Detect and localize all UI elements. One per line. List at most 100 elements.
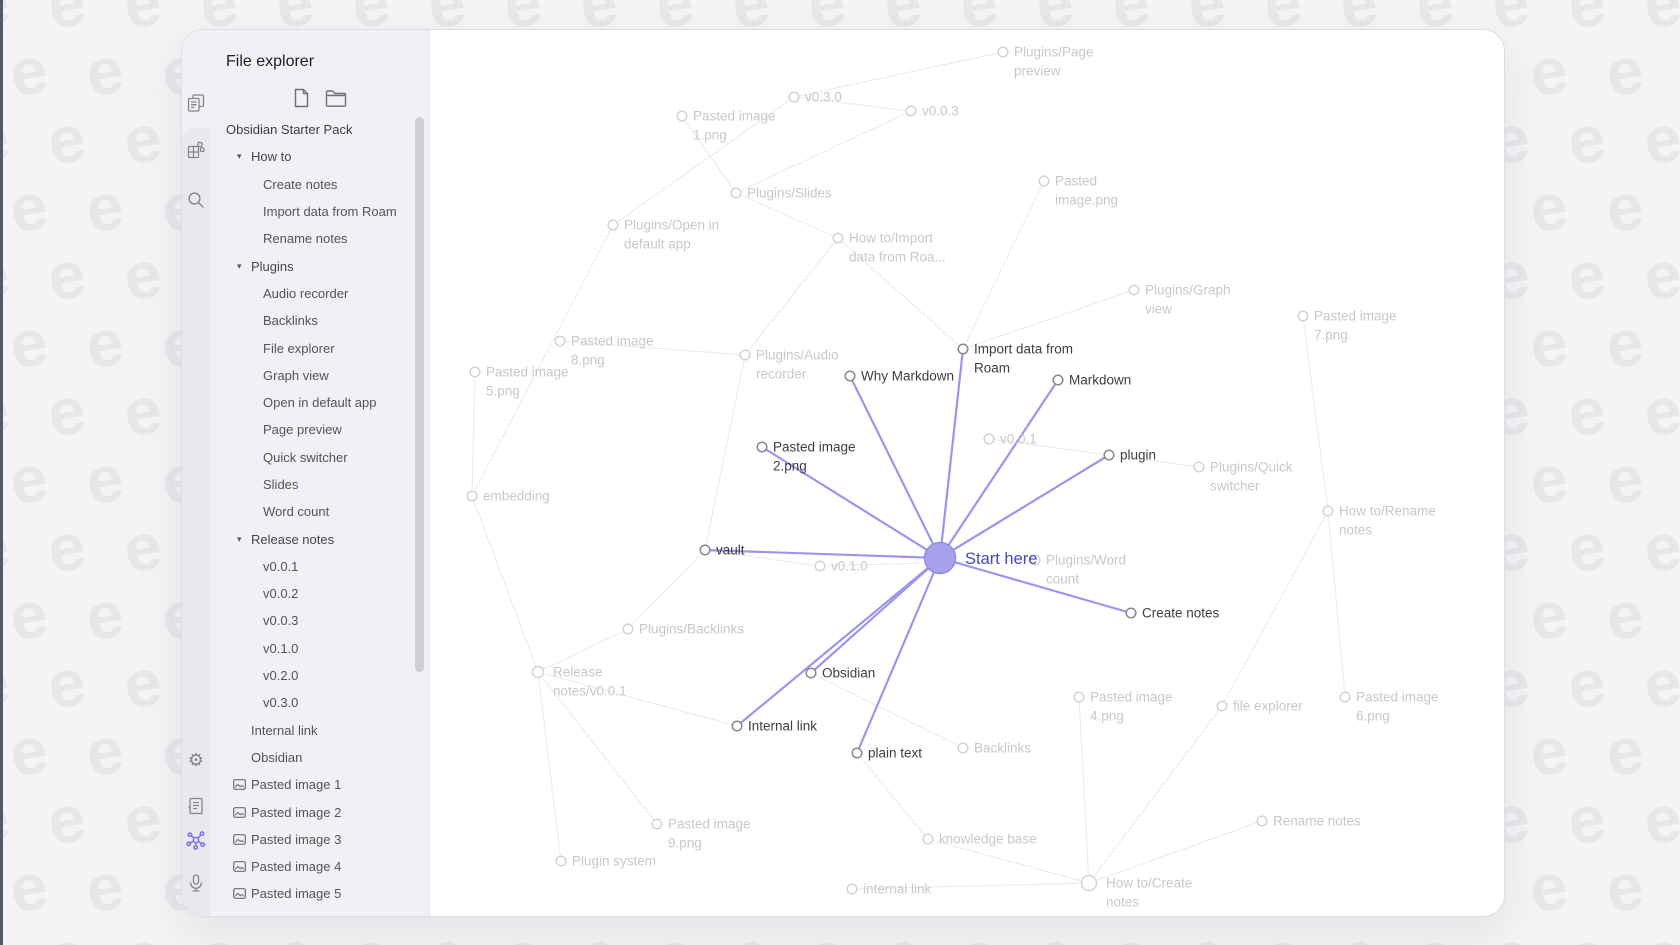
graph-node-dot[interactable] (1125, 607, 1137, 619)
graph-node-dot[interactable] (957, 742, 969, 754)
tree-item-v0-0-1[interactable]: v0.0.1 (210, 553, 429, 580)
graph-node-dot[interactable] (607, 219, 619, 231)
panel-scrollbar[interactable] (415, 117, 424, 672)
tree-item-obsidian[interactable]: Obsidian (210, 744, 429, 771)
tree-item-slides[interactable]: Slides (210, 471, 429, 498)
tree-item-open-in-default-app[interactable]: Open in default app (210, 389, 429, 416)
tree-item-import-data-from-roam[interactable]: Import data from Roam (210, 198, 429, 225)
tree-item-pasted-image-2[interactable]: Pasted image 2 (210, 798, 429, 825)
graph-node-v0-0-3[interactable]: v0.0.3 (905, 104, 959, 119)
graph-node-plugins-page-preview[interactable]: Plugins/Page preview (997, 45, 1094, 79)
new-file-icon[interactable] (293, 88, 310, 108)
tree-item-pasted-image-5[interactable]: Pasted image 5 (210, 880, 429, 907)
graph-view-icon[interactable] (186, 830, 207, 851)
graph-node-plugins-backlinks[interactable]: Plugins/Backlinks (622, 622, 744, 637)
tree-item-pasted-image-6[interactable]: Pasted image 6 (210, 908, 429, 916)
graph-node-dot[interactable] (832, 232, 844, 244)
tree-item-file-explorer[interactable]: File explorer (210, 334, 429, 361)
graph-node-import-data-from-roam[interactable]: Import data from Roam (957, 342, 1073, 376)
graph-node-plugin[interactable]: plugin (1103, 448, 1156, 463)
graph-node-v0-1-0[interactable]: v0.1.0 (814, 559, 868, 574)
graph-node-vault[interactable]: vault (699, 543, 745, 558)
graph-node-pasted-image-7-png[interactable]: Pasted image 7.png (1297, 309, 1397, 343)
graph-node-plugins-slides[interactable]: Plugins/Slides (730, 186, 832, 201)
graph-node-dot[interactable] (844, 370, 856, 382)
graph-node-dot[interactable] (554, 335, 566, 347)
graph-node-dot[interactable] (851, 747, 863, 759)
graph-node-v0-0-1[interactable]: v0.0.1 (983, 432, 1037, 447)
graph-node-plugin-system[interactable]: Plugin system (555, 854, 656, 869)
graph-node-knowledge-base[interactable]: knowledge base (922, 832, 1037, 847)
graph-node-dot[interactable] (1193, 461, 1205, 473)
tree-item-how-to[interactable]: ▾ How to (210, 143, 429, 170)
tree-item-create-notes[interactable]: Create notes (210, 171, 429, 198)
graph-node-pasted-image-4-png[interactable]: Pasted image 4.png (1073, 690, 1173, 724)
graph-node-dot[interactable] (466, 490, 478, 502)
graph-node-create-notes[interactable]: Create notes (1125, 606, 1220, 621)
search-icon[interactable] (187, 191, 206, 210)
graph-node-dot[interactable] (1339, 691, 1351, 703)
tree-item-v0-0-3[interactable]: v0.0.3 (210, 607, 429, 634)
graph-node-pasted-image-9-png[interactable]: Pasted image 9.png (651, 817, 751, 851)
graph-node-dot[interactable] (1256, 815, 1268, 827)
graph-node-dot[interactable] (983, 433, 995, 445)
graph-node-dot[interactable] (922, 833, 934, 845)
graph-node-dot[interactable] (1073, 691, 1085, 703)
graph-node-pasted-image-png[interactable]: Pasted image.png (1038, 174, 1118, 208)
graph-node-plugins-quick-switcher[interactable]: Plugins/Quick switcher (1193, 460, 1293, 494)
graph-node-plugins-graph-view[interactable]: Plugins/Graph view (1128, 283, 1231, 317)
files-icon[interactable] (186, 93, 206, 113)
tree-item-internal-link[interactable]: Internal link (210, 717, 429, 744)
graph-node-dot[interactable] (676, 110, 688, 122)
graph-node-file-explorer[interactable]: file explorer (1216, 699, 1303, 714)
graph-node-dot[interactable] (846, 883, 858, 895)
graph-node-embedding[interactable]: embedding (466, 489, 550, 504)
graph-node-dot[interactable] (1103, 449, 1115, 461)
tree-item-quick-switcher[interactable]: Quick switcher (210, 444, 429, 471)
chevron-down-icon[interactable]: ▾ (237, 260, 242, 271)
tree-item-obsidian-starter-pack[interactable]: Obsidian Starter Pack (210, 116, 429, 143)
graph-node-dot[interactable] (1322, 505, 1334, 517)
graph-node-dot[interactable] (622, 623, 634, 635)
graph-node-dot[interactable] (1297, 310, 1309, 322)
graph-node-plugins-audio-recorder[interactable]: Plugins/Audio recorder (739, 348, 839, 382)
graph-node-start-here[interactable]: Start here (923, 541, 1038, 575)
tree-item-v0-1-0[interactable]: v0.1.0 (210, 635, 429, 662)
tree-item-audio-recorder[interactable]: Audio recorder (210, 280, 429, 307)
graph-node-dot[interactable] (469, 366, 481, 378)
tree-item-backlinks[interactable]: Backlinks (210, 307, 429, 334)
graph-node-internal-link[interactable]: Internal link (731, 719, 817, 734)
new-folder-icon[interactable] (325, 88, 347, 108)
graph-canvas[interactable]: Plugins/Page preview v0.3.0 Pasted image 1.p… (430, 30, 1504, 916)
graph-node-markdown[interactable]: Markdown (1052, 373, 1131, 388)
graph-node-dot[interactable] (788, 91, 800, 103)
graph-node-dot[interactable] (1052, 374, 1064, 386)
graph-node-obsidian[interactable]: Obsidian (805, 666, 875, 681)
chevron-down-icon[interactable]: ▾ (237, 533, 242, 544)
graph-node-v0-3-0[interactable]: v0.3.0 (788, 90, 842, 105)
graph-node-backlinks[interactable]: Backlinks (957, 741, 1031, 756)
graph-node-pasted-image-2-png[interactable]: Pasted image 2.png (756, 440, 856, 474)
tree-item-pasted-image-3[interactable]: Pasted image 3 (210, 826, 429, 853)
graph-node-dot[interactable] (957, 343, 969, 355)
graph-node-dot[interactable] (1216, 700, 1228, 712)
graph-node-release-notes-v0-0-1[interactable]: Release notes/v0.0.1 (531, 665, 627, 699)
chevron-down-icon[interactable]: ▾ (237, 151, 242, 162)
graph-node-how-to-rename-notes[interactable]: How to/Rename notes (1322, 504, 1436, 538)
graph-node-dot[interactable] (805, 667, 817, 679)
graph-node-pasted-image-1-png[interactable]: Pasted image 1.png (676, 109, 776, 143)
tree-item-graph-view[interactable]: Graph view (210, 362, 429, 389)
graph-node-plugins-open-in-default-app[interactable]: Plugins/Open in default app (607, 218, 719, 252)
tree-item-release-notes[interactable]: ▾ Release notes (210, 525, 429, 552)
tree-item-v0-2-0[interactable]: v0.2.0 (210, 662, 429, 689)
graph-node-dot[interactable] (1038, 175, 1050, 187)
graph-node-pasted-image-8-png[interactable]: Pasted image 8.png (554, 334, 654, 368)
tree-item-v0-0-2[interactable]: v0.0.2 (210, 580, 429, 607)
tree-item-page-preview[interactable]: Page preview (210, 416, 429, 443)
graph-node-pasted-image-6-png[interactable]: Pasted image 6.png (1339, 690, 1439, 724)
tree-item-rename-notes[interactable]: Rename notes (210, 225, 429, 252)
settings-gear-icon[interactable]: ⚙ (187, 750, 205, 770)
graph-node-plain-text[interactable]: plain text (851, 746, 922, 761)
tree-item-v0-3-0[interactable]: v0.3.0 (210, 689, 429, 716)
graph-node-rename-notes[interactable]: Rename notes (1256, 814, 1361, 829)
